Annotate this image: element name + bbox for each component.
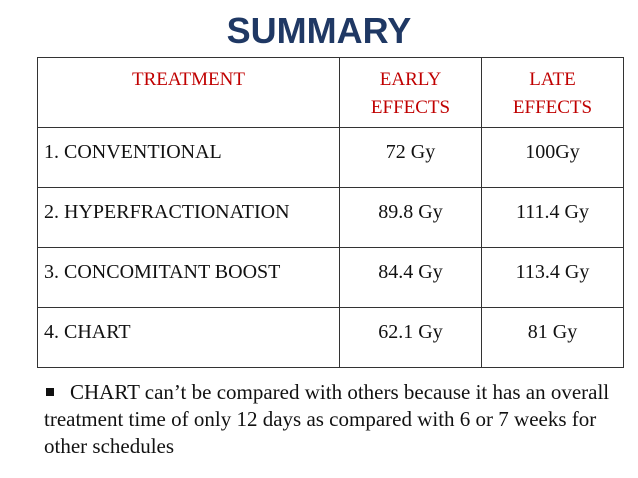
treatment-cell: 4. CHART (37, 307, 340, 368)
square-bullet-icon (46, 388, 54, 397)
late-effects-cell: 113.4 Gy (481, 247, 624, 308)
page-title: SUMMARY (226, 10, 412, 51)
early-effects-cell: 72 Gy (339, 127, 482, 188)
table-row: 3. CONCOMITANT BOOST 84.4 Gy 113.4 Gy (37, 247, 624, 308)
table-row: 2. HYPERFRACTIONATION 89.8 Gy 111.4 Gy (37, 187, 624, 248)
table-row: 1. CONVENTIONAL 72 Gy 100Gy (37, 127, 624, 188)
early-effects-cell: 84.4 Gy (339, 247, 482, 308)
header-treatment: TREATMENT (37, 57, 340, 128)
late-effects-cell: 81 Gy (481, 307, 624, 368)
treatment-cell: 2. HYPERFRACTIONATION (37, 187, 340, 248)
treatment-cell: 1. CONVENTIONAL (37, 127, 340, 188)
early-effects-cell: 89.8 Gy (339, 187, 482, 248)
summary-note: CHART can’t be compared with others beca… (44, 379, 614, 460)
header-early-effects: EARLY EFFECTS (339, 57, 482, 128)
late-effects-cell: 100Gy (481, 127, 624, 188)
table-header-row: TREATMENT EARLY EFFECTS LATE EFFECTS (37, 57, 624, 128)
summary-table: TREATMENT EARLY EFFECTS LATE EFFECTS 1. … (37, 57, 624, 368)
header-late-effects: LATE EFFECTS (481, 57, 624, 128)
treatment-cell: 3. CONCOMITANT BOOST (37, 247, 340, 308)
table-row: 4. CHART 62.1 Gy 81 Gy (37, 307, 624, 368)
early-effects-cell: 62.1 Gy (339, 307, 482, 368)
note-text: CHART can’t be compared with others beca… (44, 380, 610, 458)
late-effects-cell: 111.4 Gy (481, 187, 624, 248)
